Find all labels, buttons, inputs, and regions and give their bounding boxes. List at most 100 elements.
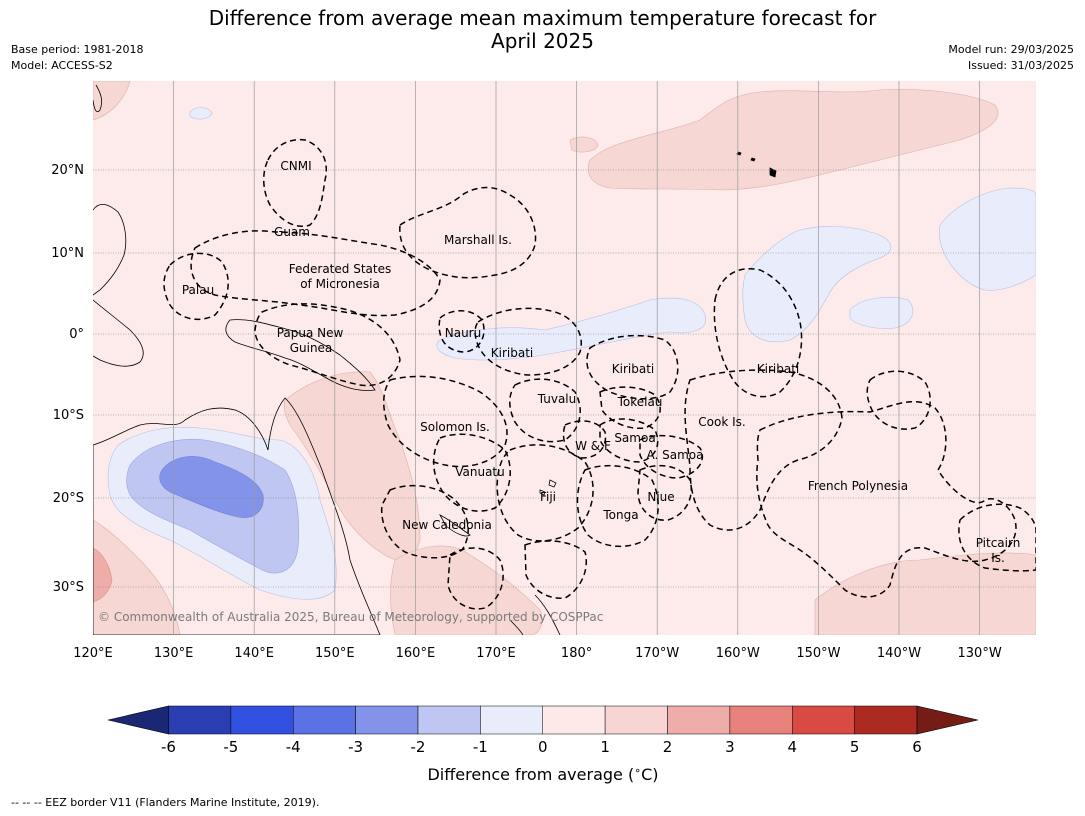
label-tonga: Tonga: [602, 508, 638, 522]
eez-nauru: [438, 310, 485, 353]
label-kiribati-east: Kiribati: [757, 362, 799, 376]
colorbar-tick: 5: [850, 738, 860, 756]
lat-tick-label: 30°S: [53, 580, 84, 595]
model-name: Model: ACCESS-S2: [11, 59, 113, 72]
run-info: Model run: 29/03/2025 Issued: 31/03/2025: [948, 42, 1074, 74]
colorbar-segment: [792, 705, 855, 735]
cool-region-equatorial: [436, 297, 707, 361]
label-new-caledonia: New Caledonia: [402, 518, 492, 532]
colorbar-tick: -6: [161, 738, 176, 756]
colorbar-segment: [293, 705, 356, 735]
copyright-text: © Commonwealth of Australia 2025, Bureau…: [98, 610, 603, 624]
lon-tick-label: 140°E: [234, 646, 274, 661]
eez-png: [254, 303, 401, 387]
colorbar-tick: -4: [286, 738, 301, 756]
map-plot-area: CNMI Guam Marshall Is. Federated States …: [93, 81, 1036, 635]
eez-tonga: [576, 464, 659, 548]
colorbar-segment: [355, 705, 419, 735]
label-solomon: Solomon Is.: [420, 420, 490, 434]
eez-cnmi: [263, 138, 327, 227]
label-fsm-1: Federated States: [289, 262, 391, 276]
eez-kermadec: [524, 540, 587, 599]
colorbar-segment: [667, 705, 731, 735]
lon-tick-label: 160°W: [716, 646, 760, 661]
colorbar-segment: [480, 705, 543, 735]
eez-solomon: [383, 375, 508, 468]
new-guinea-land: [225, 319, 376, 391]
eez-wf: [562, 420, 607, 459]
lon-tick-label: 130°W: [958, 646, 1002, 661]
new-caledonia-land: [439, 514, 471, 537]
unit-text: C): [641, 765, 658, 784]
colorbar: [107, 705, 979, 735]
eez-pitcairn: [958, 503, 1036, 572]
cool-region-north-small: [189, 107, 213, 120]
label-kiribati-west: Kiribati: [491, 346, 533, 360]
longitude-tick-labels: 120°E 130°E 140°E 150°E 160°E 170°E 180° 170°W 1…: [73, 646, 1002, 661]
label-tokelau: Tokelau: [617, 395, 663, 409]
eez-french-polynesia-marquesas: [866, 370, 931, 430]
lon-tick-label: 170°E: [476, 646, 516, 661]
label-pitcairn-1: Pitcairn: [976, 536, 1021, 550]
lon-tick-label: 160°E: [396, 646, 436, 661]
eez-samoa: [599, 418, 659, 463]
lon-tick-label: 120°E: [73, 646, 113, 661]
eez-kiribati-west: [474, 307, 582, 376]
colorbar-segment: [417, 705, 481, 735]
label-png-2: Guinea: [290, 341, 333, 355]
lon-tick-label: 150°E: [315, 646, 355, 661]
warm-region-north-small: [569, 136, 599, 153]
eez-vanuatu: [432, 433, 511, 512]
colorbar-tick: 0: [538, 738, 548, 756]
warm-region-south: [390, 545, 543, 635]
borneo-philippines-land: [93, 203, 144, 367]
colorbar-extend-low: [107, 705, 169, 735]
lon-tick-label: 150°W: [796, 646, 840, 661]
eez-niue: [637, 464, 692, 521]
label-american-samoa: A. Samoa: [647, 448, 704, 462]
colorbar-segment: [604, 705, 668, 735]
colorbar-extend-high: [916, 705, 979, 735]
warm-region-sw: [93, 519, 181, 635]
label-guam: Guam: [274, 225, 310, 239]
colorbar-segment: [854, 705, 918, 735]
label-cook: Cook Is.: [698, 415, 745, 429]
taiwan-land: [93, 84, 103, 113]
colorbar-segment: [542, 705, 606, 735]
label-cnmi: CNMI: [280, 159, 311, 173]
australia-land: [93, 397, 381, 635]
model-run: Model run: 29/03/2025: [948, 43, 1074, 56]
title-line-2: April 2025: [491, 29, 594, 53]
eez-french-polynesia: [756, 400, 1017, 598]
lat-tick-label: 10°S: [53, 408, 84, 423]
label-png-1: Papua New: [277, 326, 344, 340]
eez-kiribati-east: [713, 268, 803, 398]
colorbar-tick: -3: [348, 738, 363, 756]
colorbar-tick-labels: -6 -5 -4 -3 -2 -1 0 1 2 3 4 5 6: [161, 738, 922, 756]
cool-region-australia-core: [159, 456, 264, 518]
label-vanuatu: Vanuatu: [455, 465, 505, 479]
colorbar-tick: -1: [473, 738, 488, 756]
latitude-gridlines: [93, 169, 1036, 588]
colorbar-segment: [230, 705, 294, 735]
colorbar-label: Difference from average (∘C): [427, 764, 658, 785]
eez-kiribati-central: [586, 334, 679, 400]
colorbar-tick: 3: [725, 738, 735, 756]
eez-borders: [163, 138, 1036, 610]
lon-tick-label: 140°W: [877, 646, 921, 661]
label-kiribati-central: Kiribati: [612, 362, 654, 376]
issued-date: Issued: 31/03/2025: [967, 59, 1074, 72]
label-tuvalu: Tuvalu: [537, 392, 577, 406]
degree-symbol: ∘: [634, 764, 641, 777]
colorbar-tick: 2: [663, 738, 673, 756]
colorbar-tick: -5: [223, 738, 238, 756]
label-palau: Palau: [182, 283, 214, 297]
warm-region-nw: [93, 81, 131, 121]
colorbar-tick: 1: [600, 738, 610, 756]
fiji-land: [539, 479, 557, 496]
eez-tuvalu: [509, 378, 581, 443]
colorbar-label-text: Difference from average (: [427, 765, 634, 784]
label-samoa: Samoa: [614, 431, 655, 445]
label-wallis-futuna: W & F: [575, 439, 611, 453]
eez-legend: -- -- -- EEZ border V11 (Flanders Marine…: [11, 796, 320, 809]
